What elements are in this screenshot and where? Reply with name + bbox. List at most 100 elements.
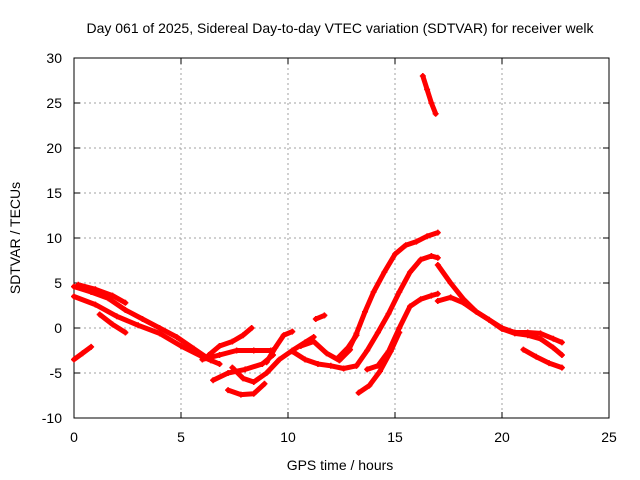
data-point [533, 353, 540, 360]
data-point [135, 322, 142, 329]
data-point [344, 348, 351, 355]
data-point [434, 298, 441, 304]
data-point [242, 366, 249, 373]
data-point [520, 346, 527, 353]
data-point [413, 238, 420, 245]
y-tick-label: 15 [46, 185, 62, 201]
data-point [340, 365, 347, 372]
series-arc-p [344, 229, 441, 355]
chart-title: Day 061 of 2025, Sidereal Day-to-day VTE… [86, 20, 594, 36]
data-point [499, 325, 505, 332]
y-tick-label: -10 [42, 410, 62, 426]
data-point [233, 347, 240, 354]
data-point [156, 325, 163, 331]
x-tick-label: 10 [280, 429, 296, 445]
data-point [276, 356, 283, 363]
data-point [261, 380, 268, 387]
data-point [447, 280, 454, 286]
data-point [327, 362, 334, 369]
series-arc-a [71, 343, 95, 363]
data-point [272, 344, 279, 351]
data-point [355, 389, 362, 396]
series-arc-k [263, 328, 296, 366]
data-point [122, 307, 129, 313]
series-arc-c [71, 283, 214, 364]
data-point [364, 347, 371, 354]
data-point [263, 359, 270, 366]
y-tick-label: 25 [46, 95, 62, 111]
data-point [370, 289, 377, 295]
series-trace [354, 253, 441, 369]
series-trace [420, 73, 439, 117]
series-trace [264, 329, 295, 365]
data-point [537, 335, 544, 342]
x-axis-label: GPS time / hours [287, 457, 394, 473]
data-point [377, 368, 384, 375]
data-point [381, 269, 388, 276]
data-point [229, 338, 236, 345]
series-arc-v [434, 294, 565, 358]
data-point [205, 352, 212, 358]
data-point [364, 366, 371, 373]
data-point [460, 299, 467, 306]
data-point [289, 328, 296, 335]
y-axis-label: SDTVAR / TECUs [7, 182, 23, 294]
data-point [321, 312, 328, 319]
series-arc-e [96, 311, 129, 336]
data-point [113, 313, 120, 320]
x-tick-label: 5 [177, 429, 185, 445]
data-point [250, 390, 257, 397]
series-trace [520, 347, 565, 371]
y-tick-label: 30 [46, 50, 62, 66]
data-point [297, 343, 304, 349]
y-tick-label: 20 [46, 140, 62, 156]
series-arc-m [289, 348, 360, 372]
data-point [417, 256, 424, 263]
data-point [417, 296, 424, 303]
data-series [71, 73, 565, 398]
data-point [374, 329, 381, 336]
y-axis-ticks: -10 -5 0 5 10 15 20 25 30 [42, 50, 609, 426]
data-point [428, 253, 435, 259]
series-trace [71, 284, 214, 363]
data-point [428, 292, 435, 299]
data-point [190, 345, 197, 352]
data-point [473, 308, 480, 315]
data-point [178, 343, 184, 349]
data-point [486, 316, 493, 323]
data-point [237, 391, 244, 398]
series-arc-j [225, 380, 268, 398]
data-point [310, 338, 317, 345]
data-point [92, 286, 99, 293]
data-point [96, 311, 103, 318]
data-point [434, 229, 441, 236]
data-point [71, 293, 77, 300]
data-point [88, 343, 95, 350]
x-tick-label: 0 [70, 429, 78, 445]
x-tick-label: 15 [387, 429, 403, 445]
series-arc-u [434, 262, 565, 346]
data-point [550, 344, 557, 351]
data-point [406, 269, 413, 276]
data-point [362, 308, 369, 315]
data-point [240, 375, 247, 382]
data-point [558, 364, 565, 371]
data-point [92, 301, 99, 308]
data-point [434, 254, 441, 261]
data-point [428, 100, 435, 106]
data-point [392, 251, 398, 258]
series-trace [435, 262, 565, 345]
data-point [558, 339, 565, 346]
data-point [250, 379, 257, 385]
data-point [558, 352, 565, 358]
data-point [334, 355, 341, 362]
data-point [122, 299, 129, 306]
data-point [122, 329, 129, 336]
data-point [353, 362, 360, 369]
data-point [385, 310, 392, 317]
data-point [225, 387, 232, 394]
data-point [546, 360, 553, 367]
y-tick-label: 10 [46, 230, 62, 246]
gridlines [74, 58, 609, 418]
